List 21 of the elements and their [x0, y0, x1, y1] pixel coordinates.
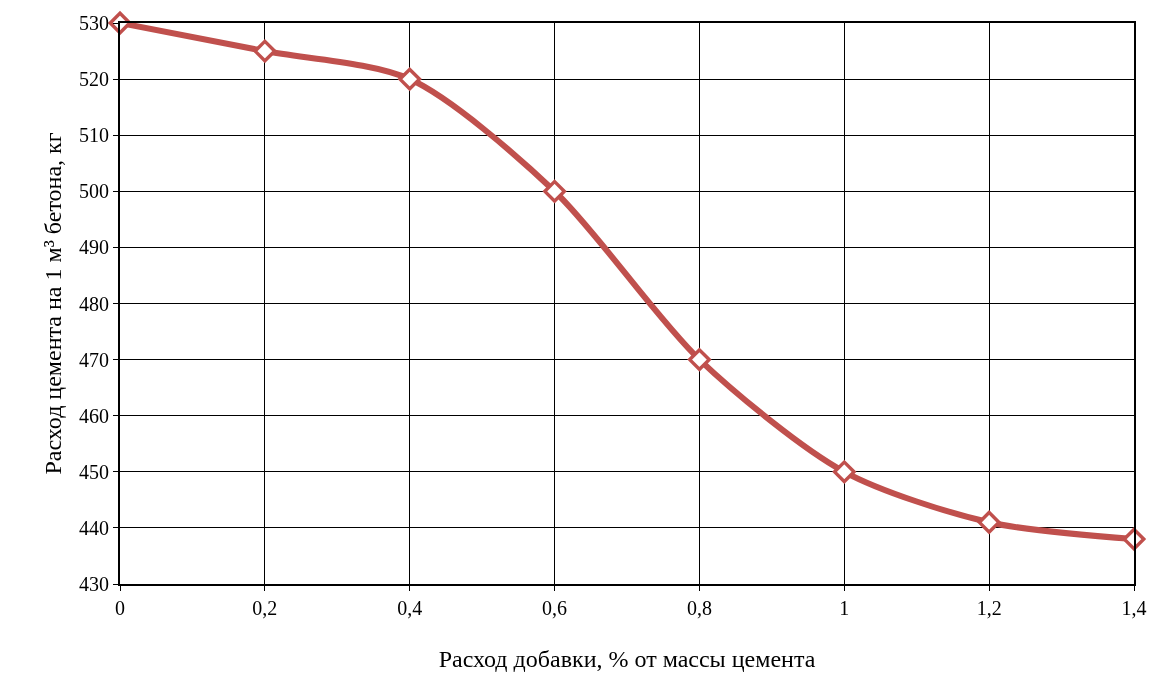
y-tick-label: 440 — [79, 516, 109, 539]
x-tick-label: 0 — [115, 597, 125, 619]
x-tick-label: 0,6 — [542, 597, 568, 619]
x-tick-label: 0,4 — [397, 597, 423, 619]
x-tick-label: 1,2 — [976, 597, 1002, 619]
y-tick-label: 500 — [79, 180, 109, 203]
x-tick-label: 0,8 — [686, 597, 712, 619]
y-tick-label: 460 — [79, 404, 109, 427]
x-tick-label: 0,2 — [252, 597, 278, 619]
y-tick-label: 430 — [79, 573, 109, 595]
y-tick-label: 490 — [79, 236, 109, 259]
x-axis-title: Расход добавки, % от массы цемента — [438, 646, 816, 672]
y-tick-label: 450 — [79, 460, 109, 483]
y-tick-label: 530 — [79, 12, 109, 34]
x-tick-label: 1 — [839, 597, 850, 619]
y-tick-label: 520 — [79, 68, 109, 91]
y-axis-title: Расход цемента на 1 м³ бетона, кг — [40, 132, 66, 475]
x-tick-label: 1,4 — [1121, 597, 1147, 619]
y-tick-label: 510 — [79, 124, 109, 147]
y-tick-label: 470 — [79, 348, 109, 371]
y-tick-label: 480 — [79, 292, 109, 315]
